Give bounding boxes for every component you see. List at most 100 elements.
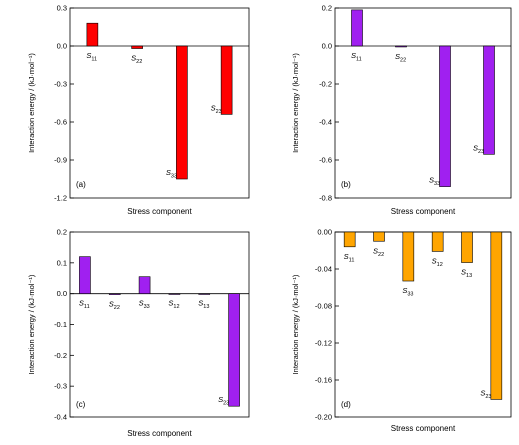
bar-label-symbol: S	[429, 176, 434, 185]
bar-label-subscript: 23	[485, 394, 491, 400]
y-tick-label: -0.2	[54, 351, 67, 360]
panel-d: 0.00-0.04-0.08-0.12-0.16-0.20S11S22S33S1…	[291, 228, 512, 433]
bar-label-symbol: S	[168, 299, 173, 308]
bar-label-23: S23	[211, 103, 222, 115]
bar-label-subscript: 22	[136, 59, 142, 65]
bar-label-symbol: S	[461, 268, 466, 277]
bar-label-33: S33	[429, 176, 440, 188]
bar-label-22: S22	[109, 300, 120, 312]
y-tick-label: 0.0	[322, 42, 332, 51]
bar-label-13: S13	[461, 268, 472, 280]
y-axis-label: Interaction energy / (kJ·mol⁻¹)	[291, 53, 300, 153]
bar-label-subscript: 12	[173, 304, 179, 310]
bar-label-subscript: 12	[437, 262, 443, 268]
bar-label-22: S22	[131, 54, 142, 66]
bar-label-33: S33	[402, 286, 413, 298]
bar-33	[138, 276, 151, 294]
bar-label-symbol: S	[131, 54, 136, 63]
x-axis-label: Stress component	[391, 424, 456, 433]
bar-33	[176, 45, 188, 180]
bar-label-symbol: S	[166, 168, 171, 177]
bar-label-23: S23	[218, 395, 229, 407]
bar-11	[351, 9, 363, 47]
bar-label-subscript: 22	[400, 57, 406, 63]
y-tick-label: -0.4	[319, 118, 332, 127]
plot-frame	[69, 231, 250, 418]
bar-label-subscript: 13	[466, 273, 472, 279]
bar-22	[395, 45, 407, 48]
y-tick-label: 0.0	[57, 42, 67, 51]
panel-label: (c)	[76, 400, 86, 409]
y-tick-label: -0.20	[315, 413, 332, 422]
panel-label: (b)	[341, 180, 351, 189]
bar-label-symbol: S	[473, 143, 478, 152]
bar-13	[198, 293, 211, 295]
bar-33	[402, 231, 415, 282]
y-tick-label: -0.2	[319, 80, 332, 89]
y-tick-label: 0.00	[317, 228, 332, 237]
bar-label-symbol: S	[79, 299, 84, 308]
bar-label-subscript: 23	[216, 109, 222, 115]
bar-23	[220, 45, 233, 115]
bar-13	[461, 231, 473, 263]
y-axis-label: Interaction energy / (kJ·mol⁻¹)	[291, 274, 300, 374]
bar-label-symbol: S	[351, 51, 356, 60]
plot-frame	[334, 7, 512, 199]
y-tick-label: 0.2	[322, 4, 332, 13]
bar-23	[483, 45, 495, 155]
bar-label-subscript: 33	[434, 181, 440, 187]
y-tick-label: -0.1	[54, 320, 67, 329]
bar-label-subscript: 13	[203, 304, 209, 310]
x-axis-label: Stress component	[127, 207, 192, 216]
bar-label-23: S23	[473, 143, 484, 155]
y-axis-label: Interaction energy / (kJ·mol⁻¹)	[27, 53, 36, 153]
bar-11	[79, 256, 91, 294]
x-axis-label: Stress component	[127, 429, 192, 438]
y-tick-label: -0.4	[54, 413, 67, 422]
bar-label-33: S33	[139, 299, 150, 311]
bar-label-symbol: S	[344, 252, 349, 261]
bar-label-symbol: S	[139, 299, 144, 308]
bar-12	[431, 231, 444, 252]
bar-label-subscript: 22	[378, 252, 384, 258]
y-tick-label: -0.8	[319, 194, 332, 203]
panel-label: (a)	[76, 180, 86, 189]
bar-11	[343, 231, 356, 248]
bar-label-subscript: 33	[407, 292, 413, 298]
y-tick-label: -0.04	[315, 265, 332, 274]
bar-label-11: S11	[79, 299, 90, 311]
bar-label-33: S33	[166, 168, 177, 180]
bar-12	[168, 293, 181, 295]
bar-label-subscript: 11	[356, 57, 362, 63]
bar-label-symbol: S	[109, 300, 114, 309]
bar-label-symbol: S	[198, 299, 203, 308]
bar-11	[86, 22, 99, 47]
x-axis-label: Stress component	[391, 207, 456, 216]
y-tick-label: -0.3	[54, 382, 67, 391]
bar-23	[228, 293, 240, 407]
bar-label-12: S12	[168, 299, 179, 311]
bar-label-subscript: 11	[84, 304, 90, 310]
bar-label-symbol: S	[211, 103, 216, 112]
bar-label-23: S23	[480, 388, 491, 400]
bar-label-symbol: S	[373, 246, 378, 255]
bar-label-symbol: S	[218, 395, 223, 404]
bar-23	[490, 231, 503, 400]
bar-label-11: S11	[351, 51, 362, 63]
bar-label-symbol: S	[432, 256, 437, 265]
bar-label-subscript: 23	[223, 401, 229, 407]
bar-label-11: S11	[344, 252, 355, 264]
bar-22	[131, 45, 143, 49]
bar-label-symbol: S	[480, 388, 485, 397]
bar-label-subscript: 22	[114, 305, 120, 311]
y-tick-label: -0.6	[319, 156, 332, 165]
y-tick-label: 0.0	[57, 289, 67, 298]
bar-label-subscript: 11	[349, 257, 355, 263]
bar-label-11: S11	[86, 51, 97, 63]
bar-33	[439, 45, 451, 187]
plot-frame	[69, 7, 250, 199]
y-tick-label: -1.2	[54, 194, 67, 203]
